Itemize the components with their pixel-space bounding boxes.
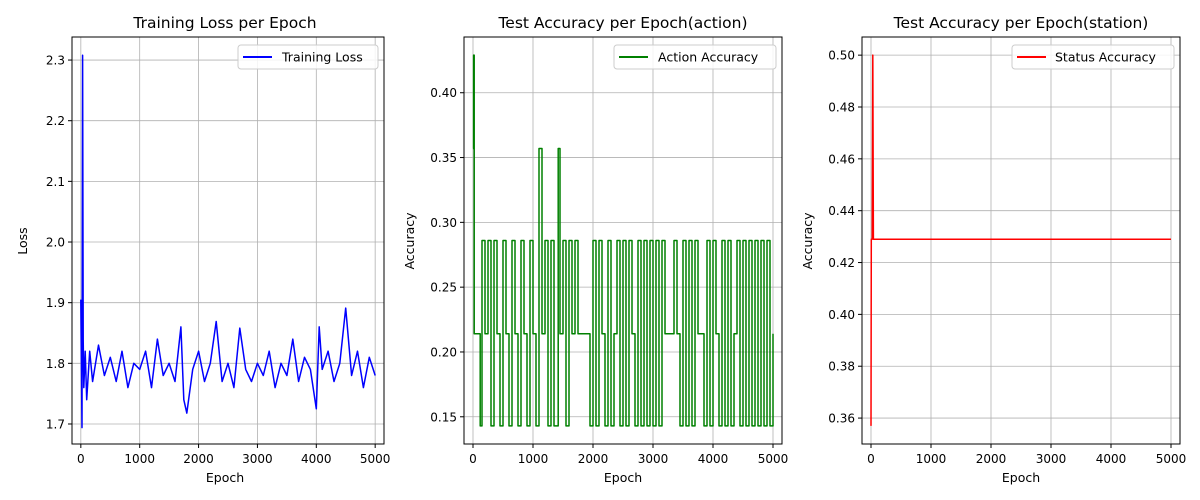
x-tick-label: 0 bbox=[77, 452, 85, 466]
legend-label: Training Loss bbox=[281, 50, 363, 65]
x-axis-label: Epoch bbox=[1002, 470, 1040, 485]
x-axis-label: Epoch bbox=[206, 470, 244, 485]
series-line-loss bbox=[80, 54, 376, 429]
y-tick-label: 1.9 bbox=[46, 296, 65, 310]
x-tick-label: 5000 bbox=[758, 452, 789, 466]
subplot-loss: Training Loss per Epoch 0 1000 2000 3000 400… bbox=[15, 14, 390, 485]
y-axis-label: Accuracy bbox=[800, 212, 815, 270]
x-tick-label: 1000 bbox=[518, 452, 549, 466]
axes-frame bbox=[71, 36, 385, 445]
x-tick-label: 0 bbox=[867, 452, 875, 466]
series-line-action bbox=[472, 54, 774, 427]
legend-label: Status Accuracy bbox=[1055, 50, 1156, 65]
x-tick-label: 3000 bbox=[638, 452, 669, 466]
axes-frame bbox=[861, 36, 1181, 445]
chart-title: Test Accuracy per Epoch(station) bbox=[893, 14, 1149, 32]
y-tick-label: 0.38 bbox=[828, 360, 855, 374]
y-tick-label: 0.48 bbox=[828, 100, 855, 114]
legend-box bbox=[613, 44, 777, 70]
x-tick-label: 1000 bbox=[124, 452, 155, 466]
x-tick-label: 2000 bbox=[976, 452, 1007, 466]
y-tick-label: 0.15 bbox=[430, 410, 457, 424]
chart-title: Training Loss per Epoch bbox=[132, 14, 316, 32]
y-axis-label: Accuracy bbox=[402, 212, 417, 270]
y-tick-label: 2.2 bbox=[46, 114, 65, 128]
y-tick-label: 1.7 bbox=[46, 417, 65, 431]
y-tick-label: 2.0 bbox=[46, 236, 65, 250]
series-line-station bbox=[870, 54, 1171, 426]
subplot-action: Test Accuracy per Epoch(action) 0 1000 200… bbox=[402, 14, 788, 485]
x-tick-label: 3000 bbox=[1036, 452, 1067, 466]
x-tick-label: 2000 bbox=[578, 452, 609, 466]
x-tick-label: 5000 bbox=[1156, 452, 1187, 466]
x-tick-label: 4000 bbox=[301, 452, 332, 466]
y-tick-label: 0.44 bbox=[828, 204, 855, 218]
y-tick-label: 0.25 bbox=[430, 281, 457, 295]
x-axis-label: Epoch bbox=[604, 470, 642, 485]
y-tick-label: 0.46 bbox=[828, 152, 855, 166]
legend-box bbox=[237, 44, 379, 70]
y-tick-label: 0.35 bbox=[430, 151, 457, 165]
x-tick-label: 5000 bbox=[360, 452, 391, 466]
legend-label: Action Accuracy bbox=[658, 50, 759, 65]
y-axis-label: Loss bbox=[15, 227, 30, 254]
legend: Training Loss bbox=[237, 44, 379, 70]
y-tick-label: 0.36 bbox=[828, 412, 855, 426]
y-tick-label: 1.8 bbox=[46, 357, 65, 371]
axes-frame bbox=[463, 36, 783, 445]
x-tick-label: 1000 bbox=[916, 452, 947, 466]
y-tick-label: 0.40 bbox=[828, 308, 855, 322]
y-tick-label: 0.40 bbox=[430, 86, 457, 100]
x-tick-label: 2000 bbox=[183, 452, 214, 466]
subplot-station: Test Accuracy per Epoch(station) 0 1000 20… bbox=[800, 14, 1186, 485]
y-tick-label: 0.42 bbox=[828, 256, 855, 270]
y-tick-label: 0.20 bbox=[430, 345, 457, 359]
x-tick-label: 4000 bbox=[698, 452, 729, 466]
chart-title: Test Accuracy per Epoch(action) bbox=[497, 14, 747, 32]
y-tick-label: 2.3 bbox=[46, 54, 65, 68]
y-tick-label: 2.1 bbox=[46, 175, 65, 189]
x-tick-label: 4000 bbox=[1096, 452, 1127, 466]
legend: Status Accuracy bbox=[1011, 44, 1175, 70]
y-tick-label: 0.50 bbox=[828, 49, 855, 63]
x-tick-label: 0 bbox=[469, 452, 477, 466]
x-tick-label: 3000 bbox=[242, 452, 273, 466]
y-tick-label: 0.30 bbox=[430, 216, 457, 230]
legend-box bbox=[1011, 44, 1175, 70]
legend: Action Accuracy bbox=[613, 44, 777, 70]
